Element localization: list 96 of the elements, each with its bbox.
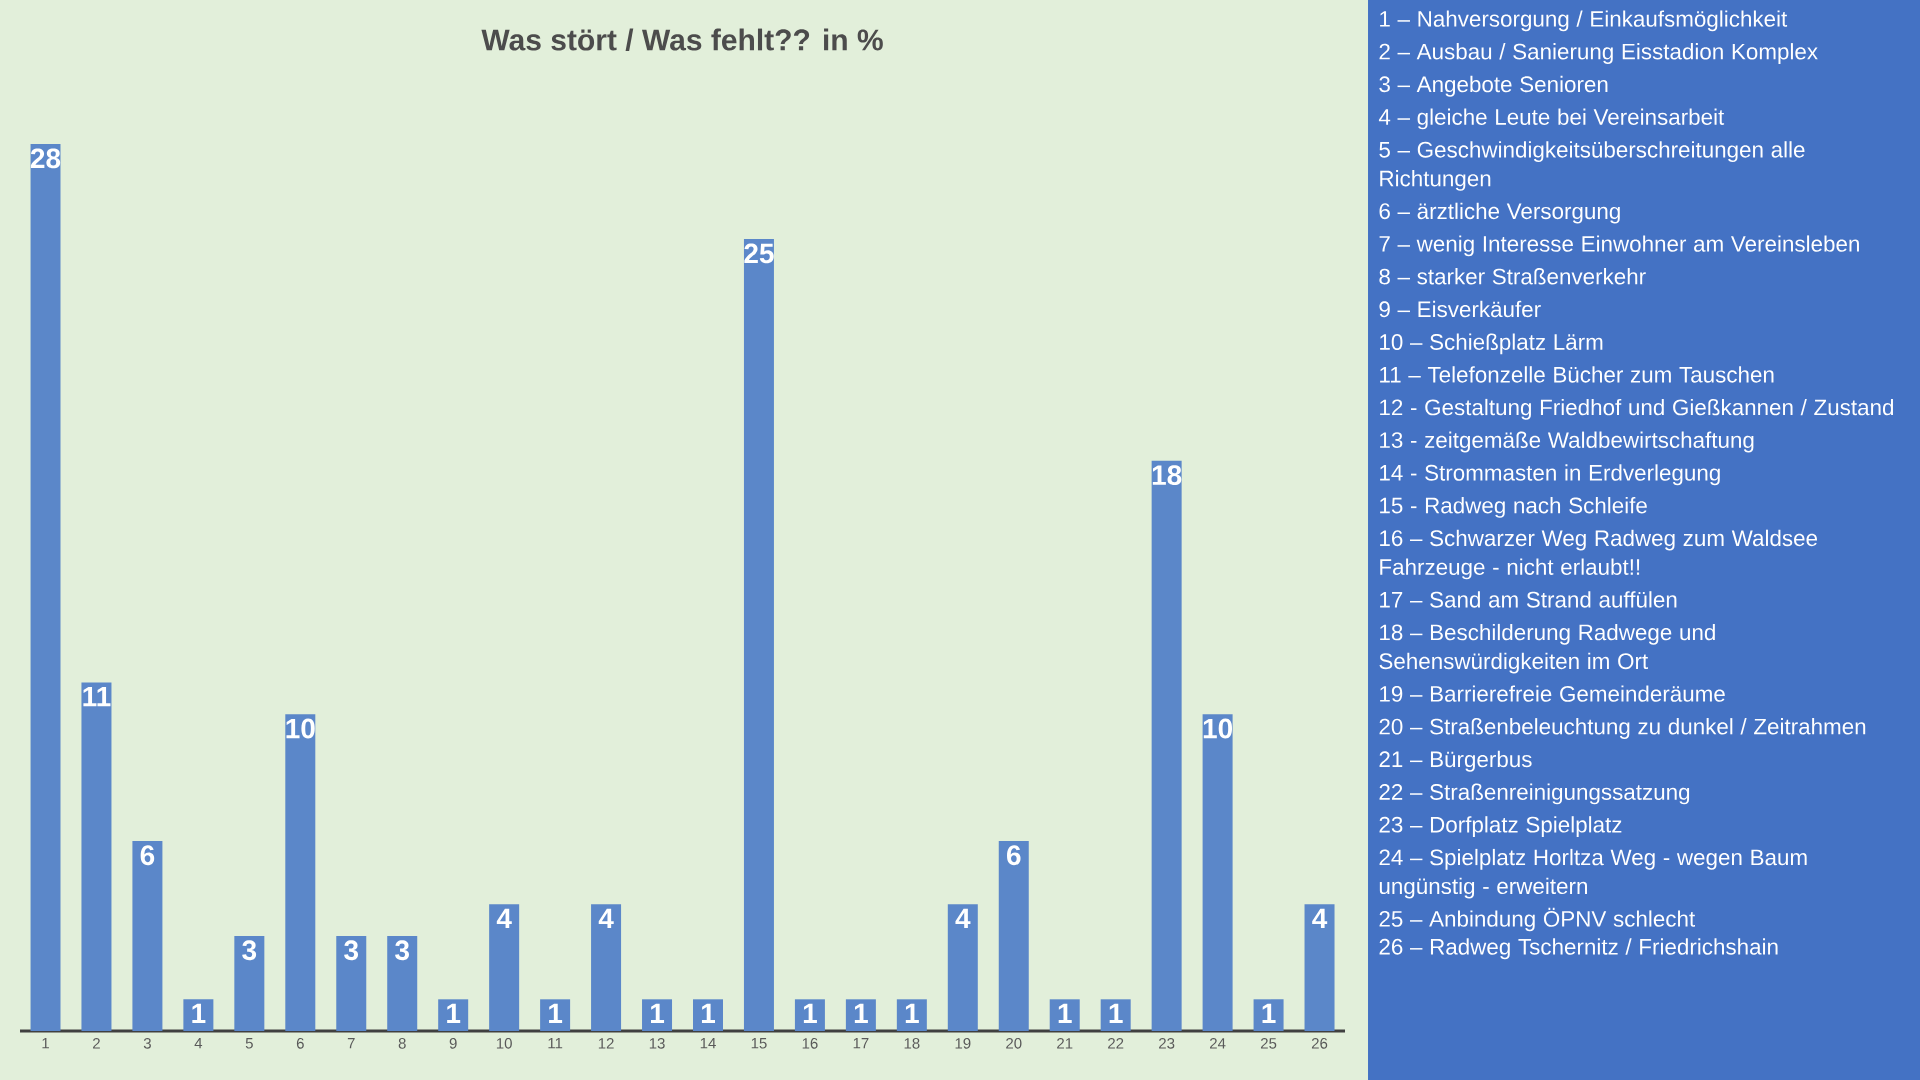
- bar: [285, 714, 316, 1031]
- text: 3 – Angebote Senioren: [1379, 75, 1608, 97]
- text: 2 – Ausbau / Sanierung Eisstadion Komplex: [1379, 43, 1818, 64]
- x-tick-label: 17: [853, 1038, 869, 1049]
- data-label: 1: [1109, 1003, 1123, 1023]
- text: 20 – Straßenbeleuchtung zu dunkel / Zeitrahmen: [1379, 718, 1866, 739]
- chart-title: Was stört / Was fehlt?? in %: [481, 28, 883, 51]
- bar: [234, 935, 265, 1031]
- text: 18 – Beschilderung Radwege und Sehenswürdigkeiten im Ort: [1379, 623, 1715, 674]
- x-tick-label: 16: [802, 1038, 818, 1049]
- data-label: 6: [140, 845, 155, 866]
- x-tick-label: 18: [904, 1038, 920, 1049]
- text: 13 - zeitgemäße Waldbewirtschaftung: [1380, 431, 1754, 453]
- data-label: 6: [1007, 845, 1021, 866]
- data-label: 18: [1152, 465, 1182, 486]
- data-label: 1: [854, 1003, 868, 1023]
- text: 14 - Strommasten in Erdverlegung: [1380, 464, 1720, 486]
- x-tick-label: 1: [42, 1038, 49, 1049]
- text: 17 – Sand am Strand auffülen: [1380, 591, 1677, 608]
- bar: [30, 144, 61, 1031]
- text: 15 - Radweg nach Schleife: [1380, 496, 1647, 518]
- data-label: 10: [1203, 718, 1233, 739]
- x-tick-label: 20: [1006, 1038, 1022, 1049]
- x-tick-label: 10: [496, 1038, 512, 1049]
- x-tick-label: 23: [1159, 1038, 1175, 1049]
- x-tick-label: 15: [751, 1038, 767, 1049]
- x-tick-label: 26: [1311, 1038, 1328, 1049]
- x-tick-label: 21: [1057, 1038, 1073, 1049]
- x-tick-label: 4: [194, 1038, 203, 1049]
- text: 6 – ärztliche Versorgung: [1379, 202, 1620, 224]
- x-tick-label: 8: [398, 1038, 406, 1049]
- x-tick-label: 3: [143, 1038, 151, 1049]
- x-tick-label: 9: [449, 1038, 457, 1049]
- bar: [387, 935, 418, 1031]
- bar: [1202, 714, 1233, 1031]
- text: 21 – Bürgerbus: [1379, 750, 1532, 772]
- data-label: 1: [447, 1003, 461, 1023]
- bar: [1304, 904, 1335, 1031]
- text: 9 – Eisverkäufer: [1379, 300, 1541, 318]
- data-label: 25: [744, 243, 774, 264]
- bar: [81, 682, 112, 1031]
- data-label: 4: [1312, 908, 1328, 928]
- data-label: 1: [803, 1003, 817, 1023]
- bar: [947, 904, 978, 1031]
- bar: [489, 904, 520, 1031]
- data-label: 1: [701, 1003, 716, 1023]
- x-tick-label: 5: [245, 1038, 253, 1049]
- text: 16 – Schwarzer Weg Radweg zum Waldsee Fahrzeuge - nicht erlaubt!!: [1380, 529, 1818, 580]
- data-label: 4: [496, 908, 512, 928]
- data-label: 1: [192, 1003, 206, 1023]
- data-label: 1: [1058, 1003, 1072, 1023]
- data-label: 1: [905, 1003, 919, 1023]
- text: 8 – starker Straßenverkehr: [1379, 268, 1646, 285]
- bar: [336, 935, 367, 1031]
- x-tick-label: 13: [649, 1038, 665, 1049]
- text: 24 – Spielplatz Horltza Weg - wegen Baum ungünstig - erweitern: [1379, 848, 1807, 899]
- x-tick-label: 6: [296, 1038, 304, 1049]
- x-tick-label: 19: [955, 1038, 971, 1049]
- data-label: 3: [395, 940, 409, 961]
- data-label: 3: [242, 940, 257, 961]
- text: 23 – Dorfplatz Spielplatz: [1379, 816, 1622, 838]
- bar: [896, 999, 927, 1031]
- text: 25 – Anbindung ÖPNV schlecht: [1379, 907, 1695, 932]
- text: 26 – Radweg Tschernitz / Friedrichshain: [1379, 938, 1778, 960]
- text: 4 – gleiche Leute bei Vereinsarbeit: [1378, 108, 1725, 130]
- data-label: 1: [549, 1003, 563, 1023]
- x-tick-label: 25: [1260, 1038, 1277, 1049]
- data-label: 4: [598, 908, 614, 928]
- x-tick-label: 24: [1210, 1038, 1226, 1049]
- bar: [998, 840, 1029, 1031]
- data-label: 10: [286, 718, 315, 739]
- x-tick-label: 7: [347, 1038, 355, 1049]
- data-label: 1: [651, 1003, 665, 1023]
- bar: [743, 239, 774, 1031]
- data-label: 1: [1262, 1003, 1276, 1023]
- text: 19 – Barrierefreie Gemeinderäume: [1380, 685, 1725, 702]
- data-label: 28: [30, 148, 61, 169]
- bar: [845, 999, 876, 1031]
- x-tick-label: 14: [700, 1038, 716, 1049]
- data-label: 3: [344, 940, 359, 961]
- text: 11 – Telefonzelle Bücher zum Tauschen: [1380, 366, 1774, 383]
- text: 12 - Gestaltung Friedhof und Gießkannen / Zustand: [1380, 398, 1894, 420]
- text: 7 – wenig Interesse Einwohner am Vereinsleben: [1379, 235, 1859, 257]
- text: 22 – Straßenreinigungssatzung: [1379, 783, 1690, 805]
- bar: [591, 904, 622, 1031]
- data-label: 11: [83, 686, 111, 707]
- text: 5 – Geschwindigkeitsüberschreitungen alle Richtungen: [1379, 141, 1805, 191]
- x-tick-label: 12: [598, 1038, 614, 1049]
- bar: [1151, 460, 1182, 1031]
- x-tick-label: 22: [1108, 1038, 1124, 1049]
- text: 10 – Schießplatz Lärm: [1380, 333, 1603, 355]
- x-tick-label: 2: [93, 1038, 100, 1049]
- text: 1 – Nahversorgung / Einkaufsmöglichkeit: [1380, 10, 1788, 32]
- data-label: 4: [955, 908, 971, 928]
- bar: [132, 840, 163, 1031]
- x-tick-label: 11: [548, 1038, 563, 1049]
